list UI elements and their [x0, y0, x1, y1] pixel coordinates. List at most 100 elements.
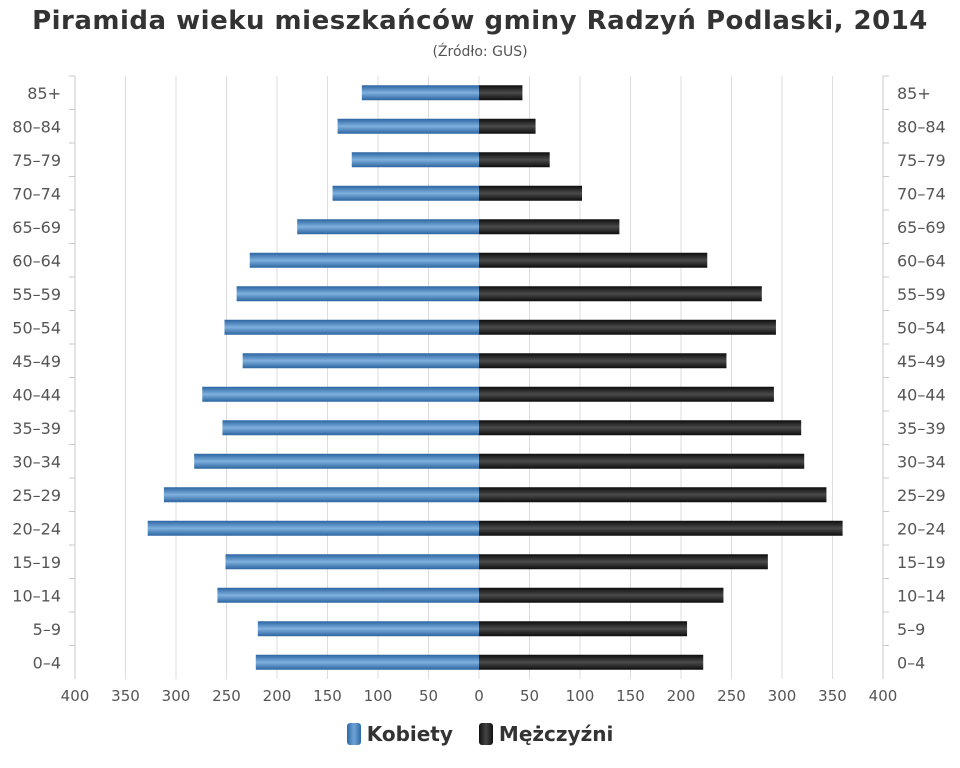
x-tick-label: 100: [364, 687, 393, 705]
x-tick-label: 150: [616, 687, 645, 705]
left-category-label: 55–59: [12, 285, 61, 304]
bar-women[interactable]: [351, 152, 479, 168]
left-category-label: 65–69: [12, 218, 61, 237]
x-tick-label: 400: [61, 687, 90, 705]
x-tick-label: 200: [263, 687, 292, 705]
legend-label-men: Mężczyźni: [498, 722, 614, 746]
x-tick-label: 350: [111, 687, 140, 705]
left-category-label: 50–54: [12, 318, 61, 337]
bar-men[interactable]: [479, 286, 762, 302]
bar-women[interactable]: [222, 420, 479, 436]
right-category-label: 80–84: [897, 117, 946, 136]
x-tick-label: 250: [717, 687, 746, 705]
bar-men[interactable]: [479, 252, 708, 268]
right-category-label: 20–24: [897, 519, 946, 538]
legend-swatch-women: [346, 723, 361, 745]
right-category-label: 25–29: [897, 486, 946, 505]
left-category-label: 10–14: [12, 586, 61, 605]
left-category-label: 20–24: [12, 519, 61, 538]
x-tick-label: 250: [212, 687, 241, 705]
bar-women[interactable]: [297, 219, 479, 235]
x-tick-label: 300: [162, 687, 191, 705]
bar-women[interactable]: [224, 319, 479, 335]
bar-women[interactable]: [257, 621, 479, 637]
left-category-label: 25–29: [12, 486, 61, 505]
x-tick-label: 50: [419, 687, 438, 705]
legend: Kobiety Mężczyźni: [0, 722, 960, 746]
bar-men[interactable]: [479, 654, 704, 670]
bar-men[interactable]: [479, 152, 550, 168]
x-tick-label: 150: [313, 687, 342, 705]
right-category-label: 45–49: [897, 352, 946, 371]
x-tick-label: 400: [869, 687, 898, 705]
left-category-label: 75–79: [12, 151, 61, 170]
right-category-label: 85+: [897, 84, 931, 103]
right-category-label: 40–44: [897, 385, 946, 404]
bar-men[interactable]: [479, 118, 536, 134]
left-category-label: 40–44: [12, 385, 61, 404]
left-category-label: 30–34: [12, 452, 61, 471]
right-category-label: 75–79: [897, 151, 946, 170]
bars: [147, 85, 843, 670]
bar-men[interactable]: [479, 386, 774, 402]
x-tick-label: 350: [818, 687, 847, 705]
bar-women[interactable]: [225, 554, 479, 570]
right-category-label: 0–4: [897, 653, 925, 672]
right-category-label: 65–69: [897, 218, 946, 237]
bar-women[interactable]: [217, 587, 479, 603]
x-tick-label: 100: [566, 687, 595, 705]
left-category-label: 70–74: [12, 184, 61, 203]
left-category-label: 60–64: [12, 251, 61, 270]
bar-men[interactable]: [479, 319, 776, 335]
bar-women[interactable]: [332, 185, 479, 201]
legend-item-men[interactable]: Mężczyźni: [478, 722, 614, 746]
left-category-label: 5–9: [33, 620, 61, 639]
legend-label-women: Kobiety: [366, 722, 453, 746]
right-category-label: 70–74: [897, 184, 946, 203]
bar-men[interactable]: [479, 85, 523, 101]
chart-subtitle: (Źródło: GUS): [432, 44, 528, 60]
x-tick-label: 300: [768, 687, 797, 705]
right-category-label: 35–39: [897, 419, 946, 438]
left-category-label: 85+: [27, 84, 61, 103]
left-category-label: 35–39: [12, 419, 61, 438]
bar-men[interactable]: [479, 487, 827, 503]
left-category-label: 0–4: [33, 653, 61, 672]
bar-men[interactable]: [479, 520, 843, 536]
bar-men[interactable]: [479, 353, 727, 369]
bar-men[interactable]: [479, 453, 805, 469]
bar-women[interactable]: [194, 453, 479, 469]
bar-men[interactable]: [479, 219, 620, 235]
bar-women[interactable]: [242, 353, 479, 369]
bar-women[interactable]: [236, 286, 479, 302]
bar-women[interactable]: [163, 487, 479, 503]
bar-men[interactable]: [479, 587, 724, 603]
bar-men[interactable]: [479, 554, 768, 570]
right-category-label: 55–59: [897, 285, 946, 304]
chart-title: Piramida wieku mieszkańców gminy Radzyń …: [32, 6, 928, 36]
bar-men[interactable]: [479, 185, 583, 201]
axes: 400 350 300 250 200 150 100 50 0 50 100 150 200 250 30…: [12, 75, 946, 705]
bar-women[interactable]: [337, 118, 479, 134]
right-category-label: 30–34: [897, 452, 946, 471]
x-tick-label: 200: [667, 687, 696, 705]
bar-women[interactable]: [255, 654, 479, 670]
bar-women[interactable]: [202, 386, 479, 402]
bar-men[interactable]: [479, 621, 688, 637]
bar-women[interactable]: [361, 85, 479, 101]
legend-swatch-men: [478, 723, 493, 745]
left-category-label: 15–19: [12, 553, 61, 572]
right-category-label: 5–9: [897, 620, 925, 639]
left-category-label: 80–84: [12, 117, 61, 136]
right-category-label: 10–14: [897, 586, 946, 605]
x-tick-label: 50: [520, 687, 539, 705]
left-category-label: 45–49: [12, 352, 61, 371]
legend-item-women[interactable]: Kobiety: [346, 722, 453, 746]
right-category-label: 15–19: [897, 553, 946, 572]
bar-women[interactable]: [147, 520, 479, 536]
x-tick-label: 0: [474, 687, 484, 705]
right-category-label: 60–64: [897, 251, 946, 270]
bar-women[interactable]: [249, 252, 479, 268]
bar-men[interactable]: [479, 420, 802, 436]
